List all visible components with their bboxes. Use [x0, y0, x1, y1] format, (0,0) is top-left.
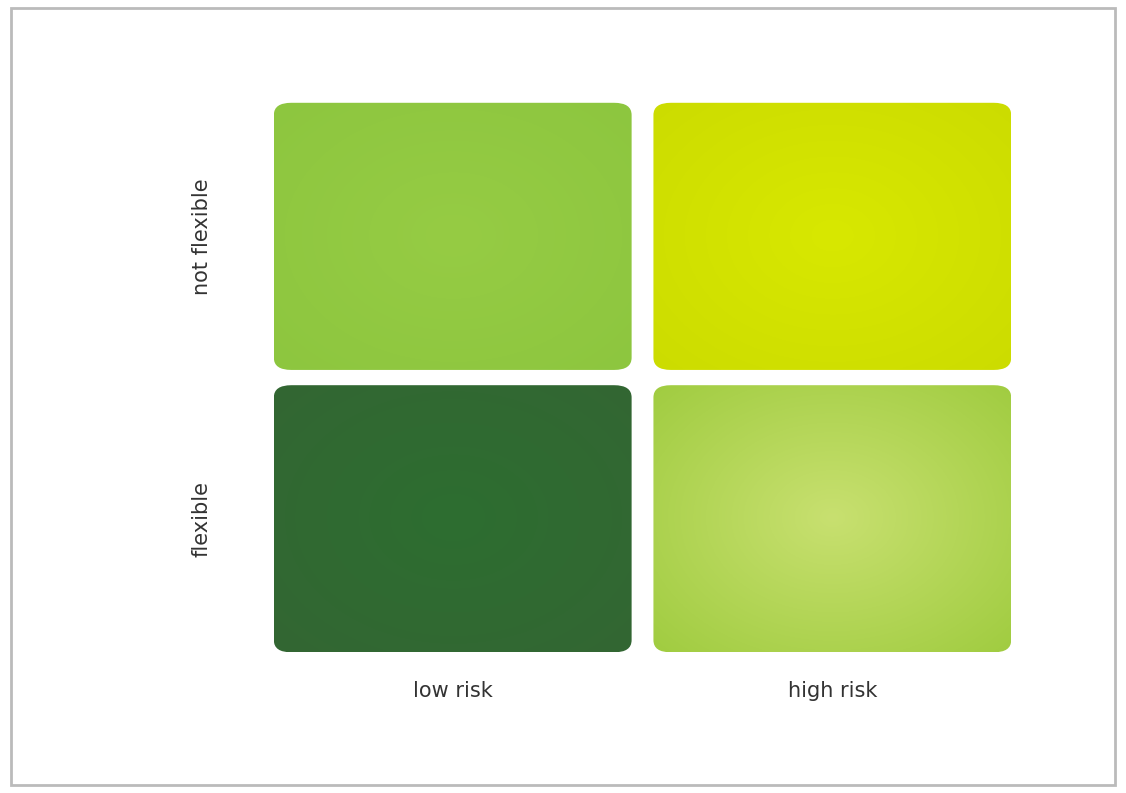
Text: low risk: low risk — [413, 680, 492, 700]
Text: not flexible: not flexible — [191, 178, 212, 295]
Text: high risk: high risk — [788, 680, 877, 700]
Text: flexible: flexible — [191, 481, 212, 557]
